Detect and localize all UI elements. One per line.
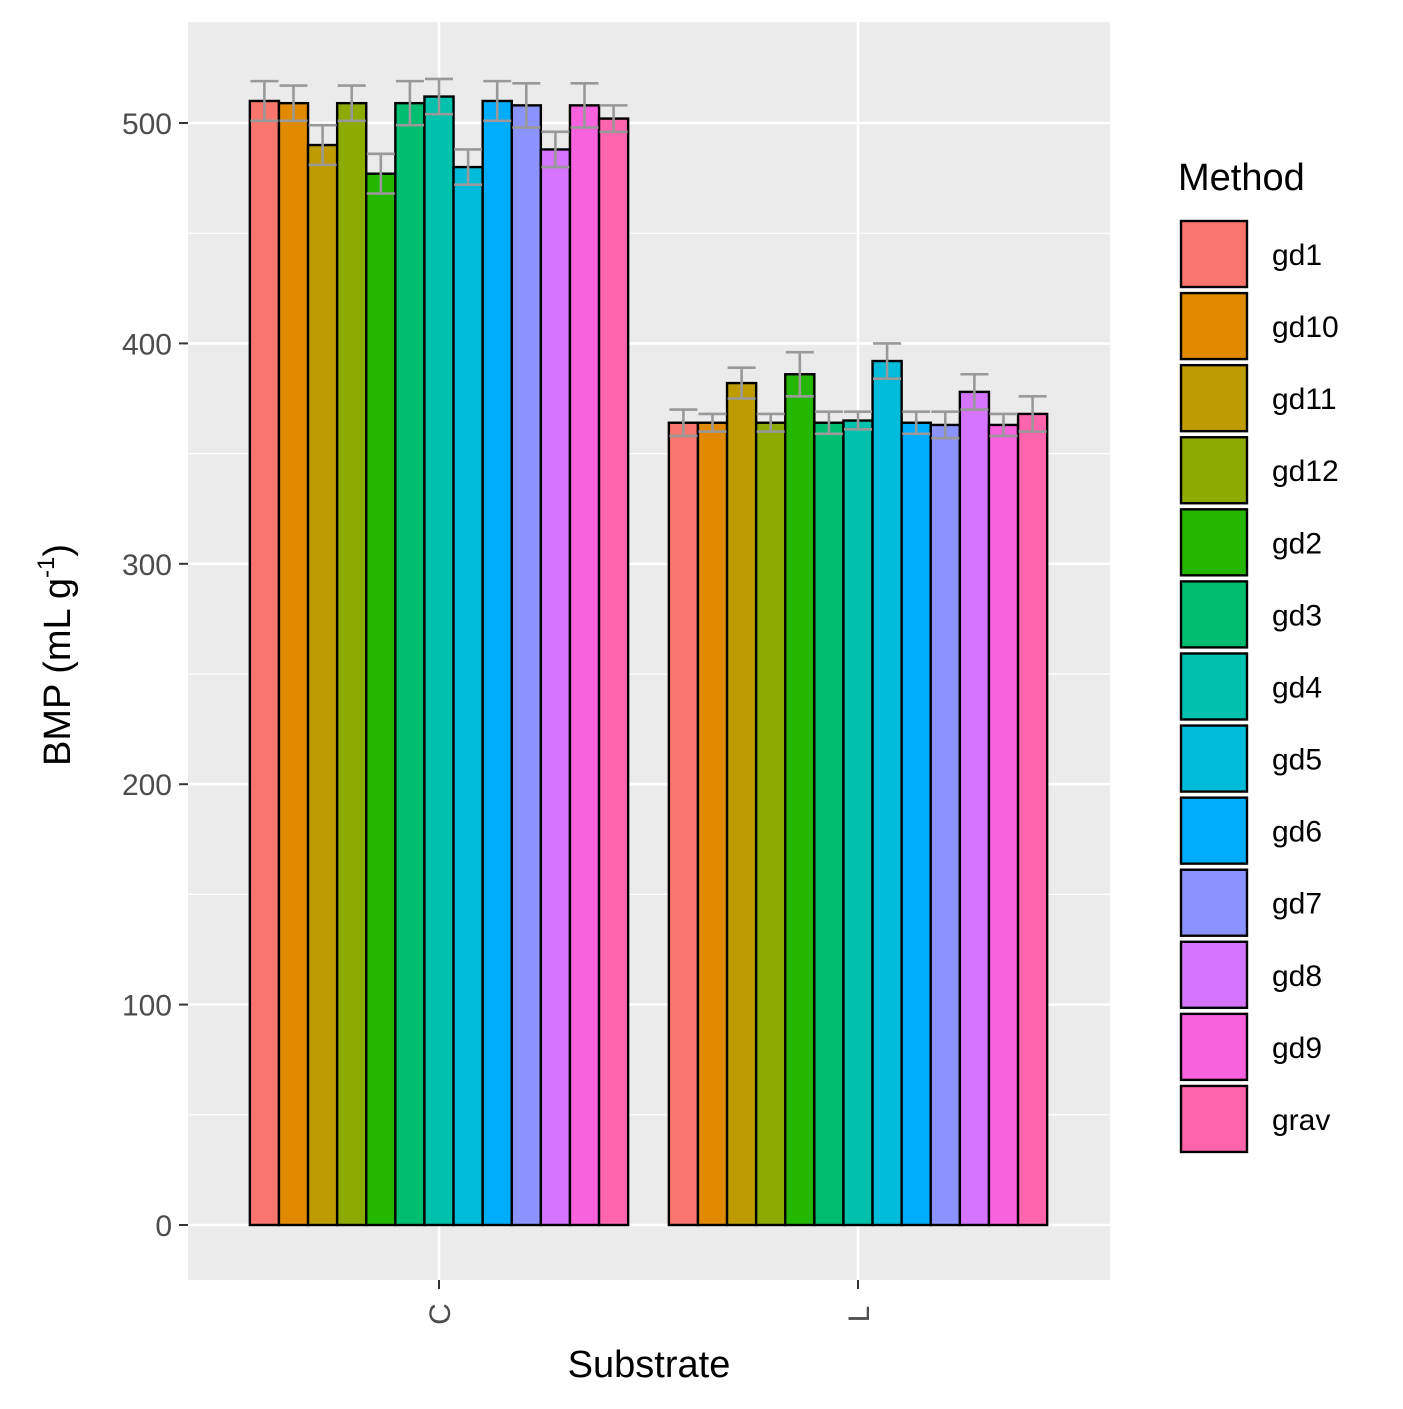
bar-gd1-C [248, 99, 281, 1227]
y-axis-title: BMP (mL g-1) [33, 544, 79, 766]
legend-key-gd3 [1179, 580, 1249, 649]
bar-gd9-C [568, 104, 601, 1227]
bar-gd10-L [696, 421, 729, 1227]
y-axis-title-units: (mL g [37, 578, 79, 674]
legend: Method gd1 gd10 gd11 gd12 gd2 gd3 gd4 gd5 gd6 gd7… [1178, 157, 1339, 1154]
bar-gd9-L [987, 423, 1020, 1227]
legend-key-gd4 [1179, 652, 1249, 721]
bar-gd5-L [871, 359, 903, 1227]
legend-key-gd10 [1179, 291, 1249, 361]
legend-label-gd2: gd2 [1272, 527, 1322, 560]
x-tick-label: L [843, 1306, 876, 1323]
bar-gd10-C [277, 101, 310, 1227]
legend-label-gd9: gd9 [1272, 1032, 1322, 1065]
bar-grav-L [1016, 412, 1049, 1227]
bar-gd11-L [725, 381, 758, 1227]
bar-gd11-C [306, 143, 339, 1227]
legend-key-gd8 [1179, 940, 1249, 1009]
bar-gd3-C [394, 101, 426, 1227]
y-axis-title-superscript: -1 [33, 557, 60, 578]
y-axis-title-close: ) [37, 544, 79, 557]
legend-label-gd7: gd7 [1272, 888, 1322, 921]
x-axis-title: Substrate [568, 1344, 731, 1386]
y-axis-title-main: BMP [37, 684, 79, 766]
bar-gd6-L [900, 421, 932, 1227]
y-tick-label: 0 [155, 1210, 172, 1243]
legend-label-gd11: gd11 [1272, 383, 1337, 416]
y-tick-label: 500 [122, 108, 172, 141]
y-axis: 0 100 200 300 400 500 [122, 108, 188, 1243]
y-tick-label: 300 [122, 549, 172, 582]
legend-label-gd5: gd5 [1272, 744, 1322, 777]
legend-label-gd6: gd6 [1272, 816, 1322, 849]
legend-label-gd10: gd10 [1272, 311, 1339, 344]
legend-key-gd6 [1179, 796, 1249, 865]
legend-key-gd1 [1179, 219, 1249, 289]
legend-key-grav [1179, 1084, 1249, 1154]
bar-grav-C [597, 117, 630, 1227]
y-tick-label: 400 [122, 328, 172, 361]
bar-gd12-L [754, 421, 787, 1227]
legend-label-gd12: gd12 [1272, 455, 1339, 488]
y-tick-label: 100 [122, 990, 172, 1023]
bar-gd4-L [842, 419, 874, 1227]
bar-gd8-C [539, 148, 572, 1227]
x-tick-label: C [424, 1303, 457, 1325]
legend-key-gd12 [1179, 436, 1249, 505]
legend-key-gd11 [1179, 363, 1249, 433]
bar-gd12-C [335, 101, 368, 1227]
bar-gd4-C [423, 95, 455, 1227]
legend-label-gd8: gd8 [1272, 960, 1322, 993]
bar-gd7-C [510, 104, 543, 1227]
bar-gd3-L [813, 421, 845, 1227]
bar-gd2-L [784, 373, 816, 1227]
bar-gd7-L [929, 423, 962, 1227]
bar-gd2-C [365, 172, 397, 1227]
legend-label-grav: grav [1272, 1104, 1330, 1137]
legend-label-gd4: gd4 [1272, 671, 1322, 704]
error-bars [250, 77, 1047, 440]
bar-gd1-L [667, 421, 700, 1227]
bar-gd8-L [958, 390, 991, 1227]
bar-gd6-C [481, 99, 513, 1227]
legend-key-gd5 [1179, 724, 1249, 793]
legend-label-gd1: gd1 [1272, 239, 1322, 272]
bar-gd5-C [452, 165, 484, 1227]
legend-key-gd2 [1179, 508, 1249, 577]
legend-key-gd7 [1179, 868, 1249, 937]
y-tick-label: 200 [122, 769, 172, 802]
legend-label-gd3: gd3 [1272, 599, 1322, 632]
legend-title: Method [1178, 157, 1305, 199]
legend-key-gd9 [1179, 1012, 1249, 1082]
